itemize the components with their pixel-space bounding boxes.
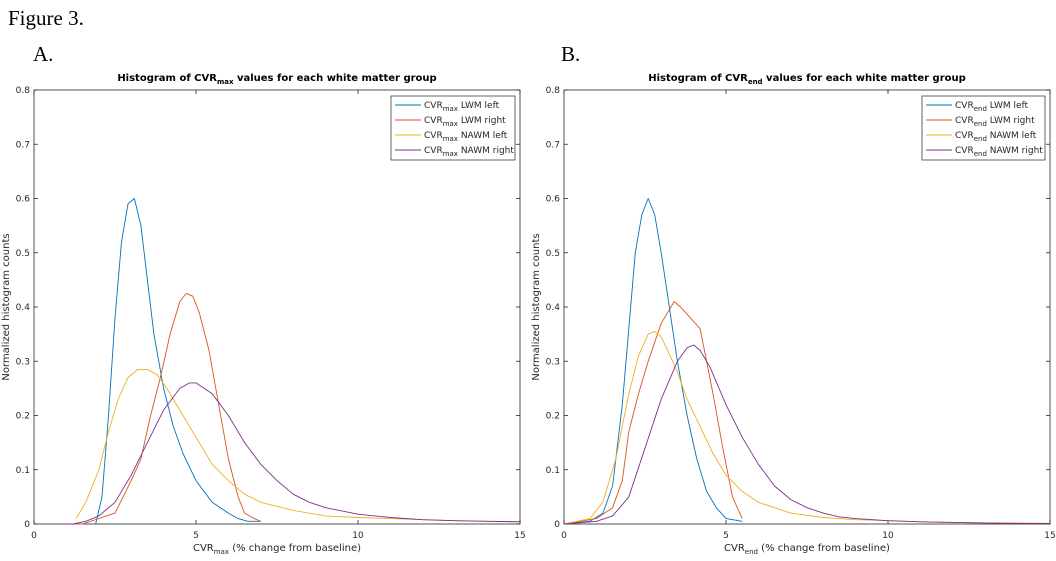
legend-entry-0: CVRmax LWM left — [424, 101, 500, 113]
x-tick-label: 5 — [723, 531, 729, 541]
legend-entry-1: CVRmax LWM right — [424, 116, 506, 128]
y-tick-label: 0.4 — [16, 303, 31, 313]
x-tick-label: 15 — [514, 531, 525, 541]
legend-entry-1-main: CVR — [424, 116, 443, 126]
series-line-1 — [563, 301, 743, 525]
series-line-1 — [66, 292, 261, 525]
chart-title-rest: values for each white matter group — [233, 73, 436, 84]
legend-entry-0: CVRend LWM left — [955, 101, 1029, 113]
legend-entry-2: CVRmax NAWM left — [424, 131, 508, 143]
series-line-2 — [563, 330, 1051, 525]
y-tick-label: 0.8 — [16, 86, 31, 96]
legend-box — [390, 95, 516, 161]
y-tick-label: 0.3 — [16, 357, 30, 367]
legend-entry-1-main: CVR — [955, 116, 974, 126]
chart-title-sub: end — [748, 78, 763, 86]
x-axis-label: CVRmax (% change from baseline) — [193, 543, 361, 556]
legend-entry-3-rest: NAWM right — [987, 146, 1043, 156]
x-axis-label-sub: max — [214, 548, 229, 556]
legend-entry-2-main: CVR — [424, 131, 443, 141]
y-tick-label: 0.7 — [546, 140, 560, 150]
panel-letter-a: A. — [33, 42, 54, 66]
x-axis-label-rest: (% change from baseline) — [229, 543, 361, 554]
legend-entry-3-sub: max — [443, 150, 458, 158]
legend-entry-2-sub: end — [974, 135, 987, 143]
series-line-0 — [95, 198, 261, 525]
legend-entry-3-main: CVR — [955, 146, 974, 156]
x-axis-label-sub: end — [745, 548, 758, 556]
legend-entry-1-sub: max — [443, 120, 458, 128]
legend-entry-1: CVRend LWM right — [955, 116, 1035, 128]
y-tick-label: 0.1 — [546, 466, 560, 476]
x-tick-label: 10 — [882, 531, 894, 541]
chart-panel-1: Histogram of CVRend values for each whit… — [531, 73, 1056, 556]
legend-entry-0-main: CVR — [424, 101, 443, 111]
chart-title: Histogram of CVRend values for each whit… — [648, 73, 966, 86]
legend-entry-2-main: CVR — [955, 131, 974, 141]
x-axis-label-main: CVR — [724, 543, 745, 554]
y-tick-label: 0.7 — [16, 140, 30, 150]
y-tick-label: 0.6 — [546, 195, 561, 205]
y-tick-label: 0.3 — [546, 357, 560, 367]
series-line-3 — [59, 382, 521, 525]
chart-title-main: Histogram of CVR — [648, 73, 748, 84]
legend-entry-0-main: CVR — [955, 101, 974, 111]
y-axis-label: Normalized histogram counts — [1, 233, 12, 380]
legend-entry-2: CVRend NAWM left — [955, 131, 1037, 143]
x-tick-label: 10 — [352, 531, 364, 541]
legend-entry-1-rest: LWM right — [458, 116, 506, 126]
legend-entry-3-rest: NAWM right — [458, 146, 514, 156]
x-axis-label-rest: (% change from baseline) — [758, 543, 890, 554]
figure-label: Figure 3. — [8, 6, 84, 30]
legend-entry-0-rest: LWM left — [458, 101, 500, 111]
legend-entry-3: CVRmax NAWM right — [424, 146, 514, 158]
y-tick-label: 0.5 — [546, 249, 560, 259]
legend-entry-2-rest: NAWM left — [458, 131, 508, 141]
legend-entry-1-rest: LWM right — [987, 116, 1035, 126]
series-line-2 — [75, 368, 521, 523]
chart-title-rest: values for each white matter group — [763, 73, 966, 84]
y-tick-label: 0.5 — [16, 249, 30, 259]
x-tick-label: 15 — [1044, 531, 1055, 541]
legend-entry-2-rest: NAWM left — [987, 131, 1037, 141]
series-line-0 — [563, 198, 743, 525]
x-axis-label: CVRend (% change from baseline) — [724, 543, 890, 556]
series-line-3 — [563, 344, 1050, 525]
chart-panel-0: Histogram of CVRmax values for each whit… — [1, 73, 526, 556]
y-tick-label: 0 — [24, 520, 30, 530]
x-tick-label: 5 — [193, 531, 199, 541]
chart-title-sub: max — [217, 78, 234, 86]
panel-letter-b: B. — [561, 42, 581, 66]
legend-entry-3-main: CVR — [424, 146, 443, 156]
legend-entry-0-rest: LWM left — [987, 101, 1029, 111]
y-tick-label: 0.6 — [16, 195, 31, 205]
y-tick-label: 0.8 — [546, 86, 561, 96]
legend-box — [921, 95, 1046, 161]
x-tick-label: 0 — [31, 531, 37, 541]
y-tick-label: 0.2 — [546, 412, 560, 422]
legend-entry-3: CVRend NAWM right — [955, 146, 1043, 158]
x-axis-label-main: CVR — [193, 543, 214, 554]
legend-entry-2-sub: max — [443, 135, 458, 143]
y-tick-label: 0.4 — [546, 303, 561, 313]
legend-entry-0-sub: end — [974, 105, 987, 113]
y-tick-label: 0.2 — [16, 412, 30, 422]
legend-entry-1-sub: end — [974, 120, 987, 128]
y-tick-label: 0 — [554, 520, 560, 530]
y-axis-label: Normalized histogram counts — [531, 233, 542, 380]
y-tick-label: 0.1 — [16, 466, 30, 476]
chart-title-main: Histogram of CVR — [117, 73, 217, 84]
legend-entry-0-sub: max — [443, 105, 458, 113]
x-tick-label: 0 — [561, 531, 567, 541]
legend-entry-3-sub: end — [974, 150, 987, 158]
chart-title: Histogram of CVRmax values for each whit… — [117, 73, 436, 86]
